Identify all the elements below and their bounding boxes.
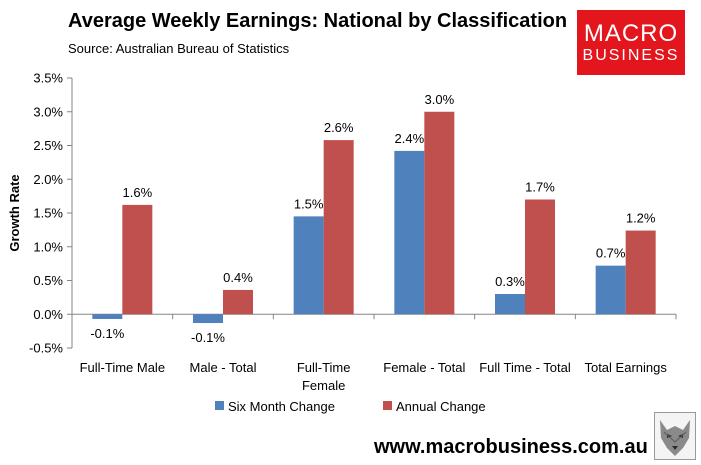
bar bbox=[293, 216, 324, 315]
data-label: 0.3% bbox=[495, 274, 525, 289]
data-label: 2.6% bbox=[324, 120, 354, 135]
data-label: -0.1% bbox=[90, 326, 124, 341]
y-tick-label: 1.5% bbox=[33, 206, 63, 221]
x-category-label: Full-Time bbox=[297, 360, 351, 375]
x-category-label: Full-Time Male bbox=[80, 360, 165, 375]
data-label: 1.6% bbox=[123, 185, 153, 200]
x-category-label: Female - Total bbox=[383, 360, 465, 375]
x-category-label: Full Time - Total bbox=[479, 360, 571, 375]
bar bbox=[495, 294, 525, 315]
y-tick-label: 0.5% bbox=[33, 273, 63, 288]
data-label: 1.2% bbox=[626, 211, 656, 226]
bar bbox=[625, 230, 656, 315]
legend-label: Six Month Change bbox=[228, 399, 335, 414]
data-label: 0.4% bbox=[223, 270, 253, 285]
data-label: 2.4% bbox=[395, 131, 425, 146]
bar bbox=[595, 265, 626, 315]
data-label: 1.7% bbox=[525, 180, 555, 195]
y-tick-label: 1.0% bbox=[33, 239, 63, 254]
legend-swatch bbox=[383, 401, 392, 410]
y-tick-label: 2.5% bbox=[33, 138, 63, 153]
wolf-icon bbox=[654, 412, 696, 460]
y-axis-title: Growth Rate bbox=[7, 174, 22, 251]
bar bbox=[323, 140, 354, 315]
data-label: -0.1% bbox=[191, 330, 225, 345]
y-tick-label: 0.0% bbox=[33, 307, 63, 322]
y-tick-label: 3.0% bbox=[33, 104, 63, 119]
data-label: 1.5% bbox=[294, 196, 324, 211]
legend-swatch bbox=[215, 401, 224, 410]
logo-line-1: MACRO bbox=[583, 20, 679, 47]
bar bbox=[525, 199, 555, 315]
bar bbox=[394, 150, 425, 315]
y-tick-label: 3.5% bbox=[33, 71, 63, 86]
chart-source: Source: Australian Bureau of Statistics bbox=[68, 41, 290, 56]
legend-label: Annual Change bbox=[396, 399, 486, 414]
logo-line-2: BUSINESS bbox=[582, 47, 680, 64]
bar bbox=[193, 314, 223, 324]
y-tick-label: -0.5% bbox=[29, 341, 63, 356]
x-category-label: Male - Total bbox=[190, 360, 257, 375]
website-url: www.macrobusiness.com.au bbox=[374, 436, 648, 458]
chart-title: Average Weekly Earnings: National by Cla… bbox=[68, 10, 568, 32]
bar bbox=[223, 289, 253, 315]
y-tick-label: 2.0% bbox=[33, 172, 63, 187]
macrobusiness-logo: MACRO BUSINESS bbox=[577, 10, 685, 75]
data-label: 0.7% bbox=[596, 246, 626, 261]
bar bbox=[122, 204, 153, 315]
bar bbox=[424, 111, 455, 315]
data-label: 3.0% bbox=[425, 92, 455, 107]
x-category-label: Female bbox=[302, 378, 345, 393]
x-category-label: Total Earnings bbox=[584, 360, 667, 375]
bar bbox=[92, 314, 123, 319]
